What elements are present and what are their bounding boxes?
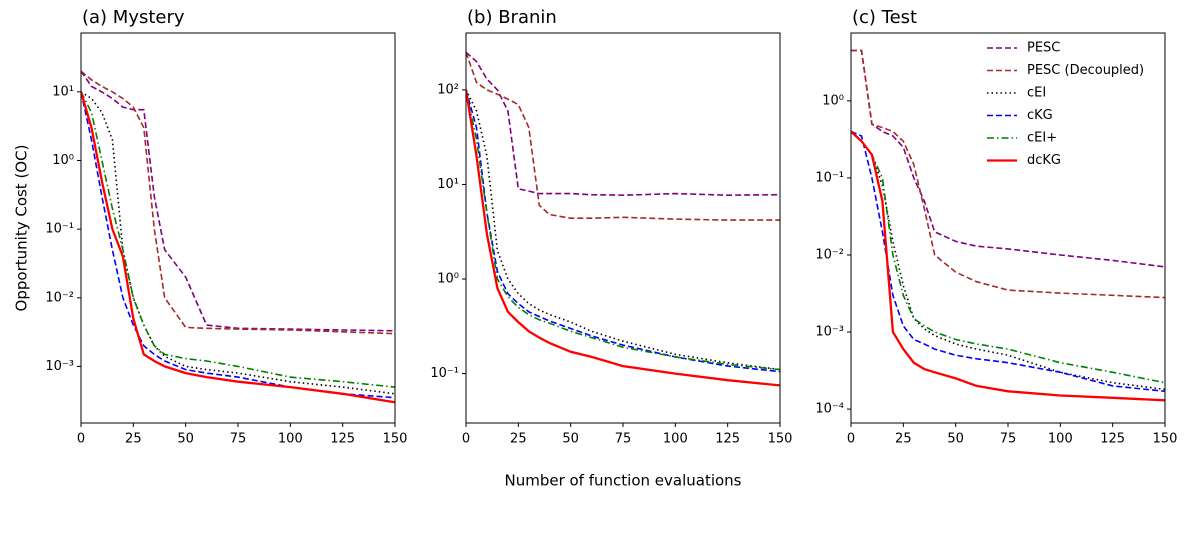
series-line (81, 91, 395, 399)
y-tick-label: 10⁻² (815, 247, 844, 262)
x-tick-label: 125 (715, 432, 740, 447)
y-tick-label: 10⁰ (822, 93, 844, 108)
y-tick-label: 10⁰ (52, 153, 74, 168)
x-tick-label: 150 (768, 432, 793, 447)
series-line (851, 130, 1165, 402)
x-tick-label: 50 (562, 432, 579, 447)
y-axis-label: Opportunity Cost (OC) (13, 145, 31, 312)
x-tick-label: 100 (278, 432, 303, 447)
series-line (466, 89, 780, 373)
x-tick-label: 100 (1048, 432, 1073, 447)
x-tick-label: 0 (847, 432, 855, 447)
series-line (81, 70, 395, 335)
y-tick-label: 10⁻¹ (45, 222, 74, 237)
axes-frame (850, 32, 1166, 424)
y-tick-label: 10⁻³ (45, 359, 74, 374)
x-tick-label: 100 (663, 432, 688, 447)
panel-title: (a) Mystery (82, 7, 185, 28)
y-tick-label: 10⁰ (437, 272, 459, 287)
y-tick-label: 10¹ (437, 177, 459, 192)
legend-label: cKG (1027, 108, 1053, 123)
y-tick-label: 10⁻⁴ (815, 402, 844, 417)
series-line (851, 130, 1165, 384)
x-tick-label: 50 (177, 432, 194, 447)
panel: (c) Test 0 25 50 75 100 125 150 10⁻⁴ 10⁻³ 10⁻² 10⁻¹… (815, 7, 1177, 447)
x-tick-label: 25 (510, 432, 527, 447)
panel: (a) Mystery 0 25 50 75 100 125 150 10⁻³ 10⁻² 10⁻¹ 1… (13, 7, 408, 447)
legend-label: PESC (1027, 41, 1060, 56)
x-axis-label: Number of function evaluations (504, 472, 741, 490)
x-tick-label: 0 (77, 432, 85, 447)
series-line (81, 91, 395, 395)
y-tick-label: 10⁻¹ (815, 170, 844, 185)
legend-label: dcKG (1027, 153, 1061, 168)
x-tick-label: 50 (947, 432, 964, 447)
legend-label: PESC (Decoupled) (1027, 63, 1144, 78)
x-tick-label: 125 (1100, 432, 1125, 447)
series-line (851, 130, 1165, 393)
y-tick-label: 10⁻¹ (430, 366, 459, 381)
x-tick-label: 150 (383, 432, 408, 447)
series-line (851, 49, 1165, 268)
y-tick-label: 10⁻³ (815, 325, 844, 340)
y-tick-label: 10¹ (52, 84, 74, 99)
y-tick-label: 10² (437, 82, 459, 97)
panel: (b) Branin 0 25 50 75 100 125 150 10⁻¹ 10⁰ 10¹ 10² N… (430, 7, 792, 490)
series-line (466, 89, 780, 387)
x-tick-label: 75 (1000, 432, 1017, 447)
axes-frame (80, 32, 396, 424)
series-line (851, 49, 1165, 299)
x-tick-label: 25 (895, 432, 912, 447)
series-line (466, 52, 780, 221)
legend-label: cEI (1027, 86, 1046, 101)
x-tick-label: 75 (615, 432, 632, 447)
x-tick-label: 125 (330, 432, 355, 447)
series-line (81, 91, 395, 404)
x-tick-label: 25 (125, 432, 142, 447)
series-line (466, 51, 780, 197)
axes-frame (465, 32, 781, 424)
series-line (466, 89, 780, 371)
panel-title: (b) Branin (467, 7, 557, 28)
y-tick-label: 10⁻² (45, 290, 74, 305)
x-tick-label: 75 (230, 432, 247, 447)
series-line (81, 70, 395, 332)
series-line (81, 91, 395, 388)
legend-label: cEI+ (1027, 131, 1057, 146)
series-line (466, 89, 780, 371)
x-tick-label: 0 (462, 432, 470, 447)
panel-title: (c) Test (852, 7, 917, 28)
x-tick-label: 150 (1153, 432, 1178, 447)
